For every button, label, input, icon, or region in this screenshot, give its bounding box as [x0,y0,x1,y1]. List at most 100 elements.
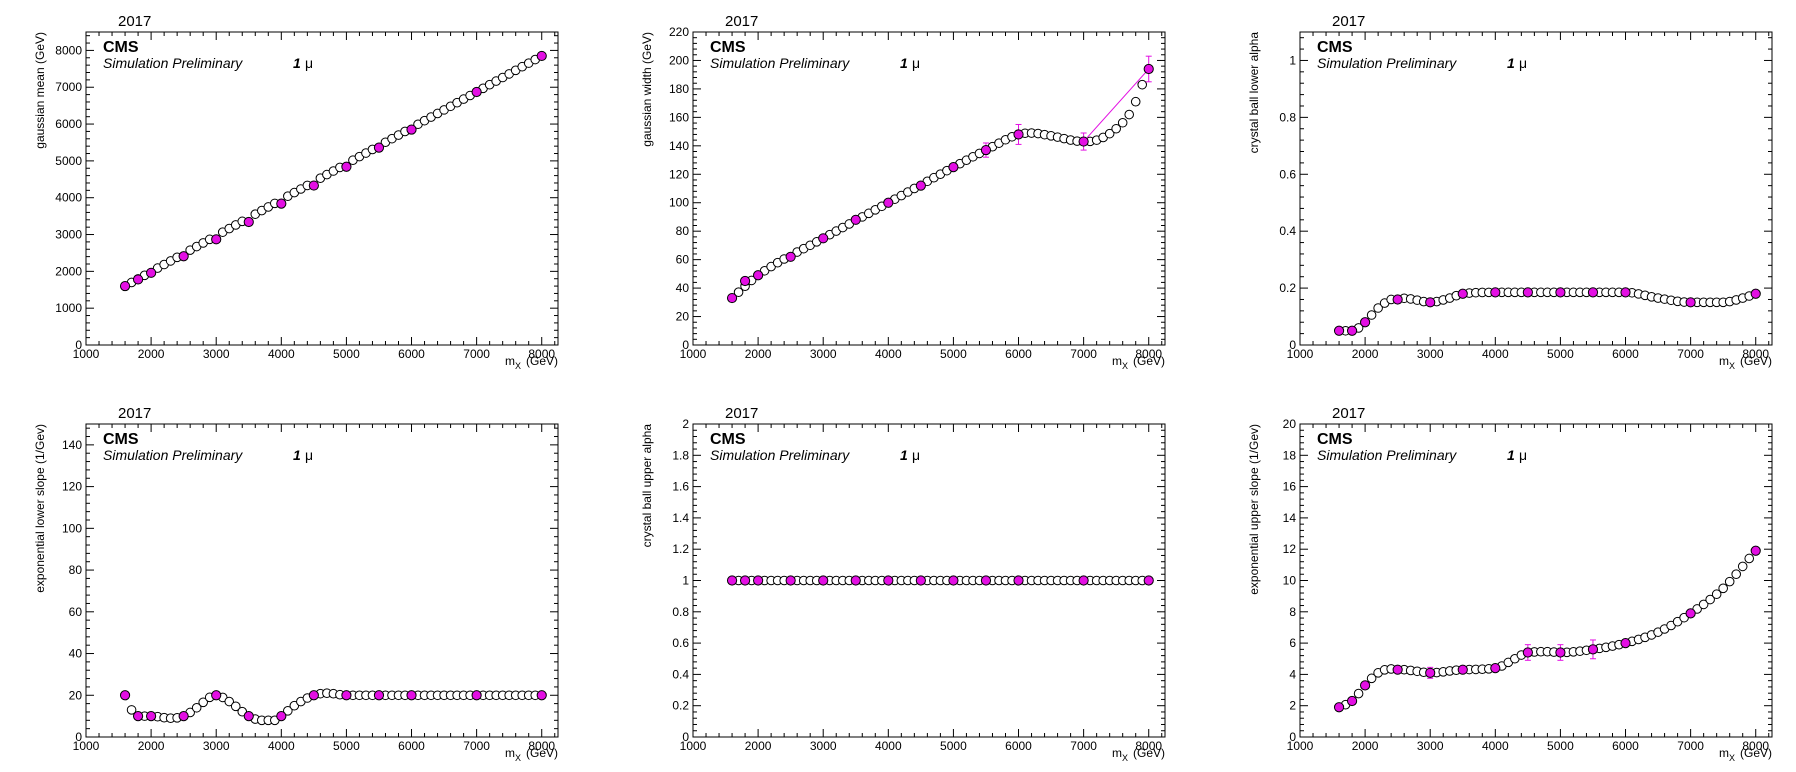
y-tick-label: 1.4 [672,511,689,525]
simulation-preliminary-label: Simulation Preliminary [1317,447,1457,463]
x-axis-label-main: m [505,354,515,368]
interpolated-point [1744,553,1755,564]
y-tick-label: 18 [1283,448,1297,462]
simulation-preliminary-label: Simulation Preliminary [103,55,243,71]
cms-label: CMS [103,431,139,448]
fit-point [1392,664,1403,675]
chart-panel: 1000 2000 3000 4000 5000 6000 7000 8000 0 20 40 60 8… [33,405,559,763]
x-tick-label: 5000 [1547,347,1574,361]
fit-point [1620,287,1631,298]
x-tick-label: 8000 [528,739,555,753]
lepton-symbol: μ [305,55,313,71]
y-tick-label: 1.6 [672,480,689,494]
fit-point [1522,287,1533,298]
y-tick-label: 14 [1283,511,1297,525]
y-tick-label: 0 [1289,730,1296,744]
data-markers [119,688,547,726]
cms-label: CMS [710,431,746,448]
interpolated-point [1137,79,1148,90]
x-tick-label: 7000 [1677,347,1704,361]
y-tick-label: 5000 [55,154,82,168]
fit-point [948,575,959,586]
x-tick-label: 5000 [333,347,360,361]
fit-point [1555,647,1566,658]
fit-point [341,690,352,701]
fit-point [1425,297,1436,308]
chart-panel: 1000 2000 3000 4000 5000 6000 7000 8000 0 0.2 0.4 0… [1247,13,1773,371]
y-tick-label: 100 [669,196,689,210]
y-tick-label: 1.2 [672,542,689,556]
y-tick-label: 6000 [55,117,82,131]
fit-point [1522,647,1533,658]
y-tick-label: 2000 [55,264,82,278]
fit-point [1392,294,1403,305]
y-tick-label: 1 [682,574,689,588]
fit-point [1346,695,1358,707]
y-tick-label: 1.8 [672,448,689,462]
y-axis-label: exponential upper slope (1/Gev) [1247,424,1261,595]
interpolated-point [1737,561,1748,572]
x-axis-label-unit: (GeV) [1133,354,1165,368]
interpolated-point [230,701,241,712]
x-axis-label-unit: (GeV) [1133,746,1165,760]
y-tick-label: 0.8 [672,605,689,619]
fit-point [1457,664,1468,675]
y-tick-label: 20 [1283,417,1297,431]
fit-point [1457,288,1468,299]
x-tick-label: 6000 [1005,739,1032,753]
y-tick-label: 16 [1283,480,1297,494]
x-tick-label: 1000 [680,347,707,361]
fit-point [132,711,144,722]
fit-point [276,711,287,722]
y-tick-label: 60 [676,253,690,267]
y-tick-label: 6 [1289,636,1296,650]
y-axis-label: crystal ball lower alpha [1247,32,1261,154]
x-tick-label: 4000 [1482,739,1509,753]
y-tick-label: 0.4 [1279,224,1296,238]
lepton-symbol: μ [912,447,920,463]
y-tick-label: 10 [1283,574,1297,588]
interpolated-point [1124,109,1134,120]
interpolated-point [1373,303,1383,313]
x-tick-label: 3000 [1417,347,1444,361]
x-tick-label: 1000 [73,739,100,753]
fit-point [883,575,894,586]
lepton-count: 1 [1507,447,1515,463]
y-tick-label: 0 [682,338,689,352]
y-tick-label: 4 [1289,667,1296,681]
interpolated-point [1724,576,1735,587]
fit-point [980,575,992,586]
fit-point [753,270,764,281]
fit-point [146,267,157,278]
y-tick-label: 100 [62,521,82,535]
x-tick-label: 2000 [745,739,772,753]
interpolated-point [191,702,202,713]
fit-point [373,690,385,701]
fit-point [211,690,222,701]
y-tick-label: 0.6 [1279,167,1296,181]
y-tick-label: 80 [676,224,690,238]
x-tick-label: 5000 [940,739,967,753]
x-axis-label-main: m [1719,746,1729,760]
y-tick-label: 0 [75,730,82,744]
fit-point [915,575,926,586]
chart-panel: 1000 2000 3000 4000 5000 6000 7000 8000 0 2 4 6 8 10 1… [1247,405,1773,763]
x-tick-label: 8000 [1135,739,1162,753]
y-tick-label: 2 [682,417,689,431]
fit-point [726,575,738,586]
y-tick-label: 160 [669,110,689,124]
x-tick-label: 6000 [1005,347,1032,361]
x-axis-label-unit: (GeV) [1740,354,1772,368]
year-label: 2017 [1332,405,1365,422]
lepton-count: 1 [293,447,301,463]
x-axis-label-main: m [1112,746,1122,760]
x-tick-label: 7000 [1070,739,1097,753]
fit-point [406,124,417,135]
lepton-count: 1 [293,55,301,71]
fit-point [308,180,319,191]
fit-point [1587,287,1599,298]
lepton-symbol: μ [1519,447,1527,463]
data-markers [1333,287,1761,336]
x-tick-label: 3000 [810,347,837,361]
